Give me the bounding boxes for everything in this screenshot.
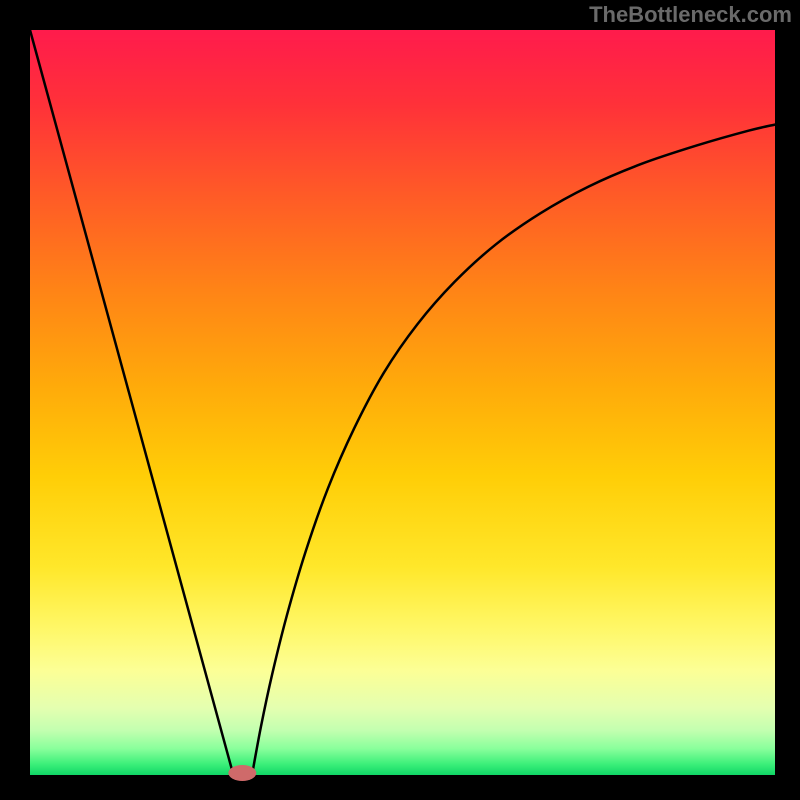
- bottleneck-marker: [228, 765, 256, 781]
- chart-svg: [0, 0, 800, 800]
- plot-background: [30, 30, 775, 775]
- chart-container: TheBottleneck.com: [0, 0, 800, 800]
- watermark-text: TheBottleneck.com: [589, 2, 792, 28]
